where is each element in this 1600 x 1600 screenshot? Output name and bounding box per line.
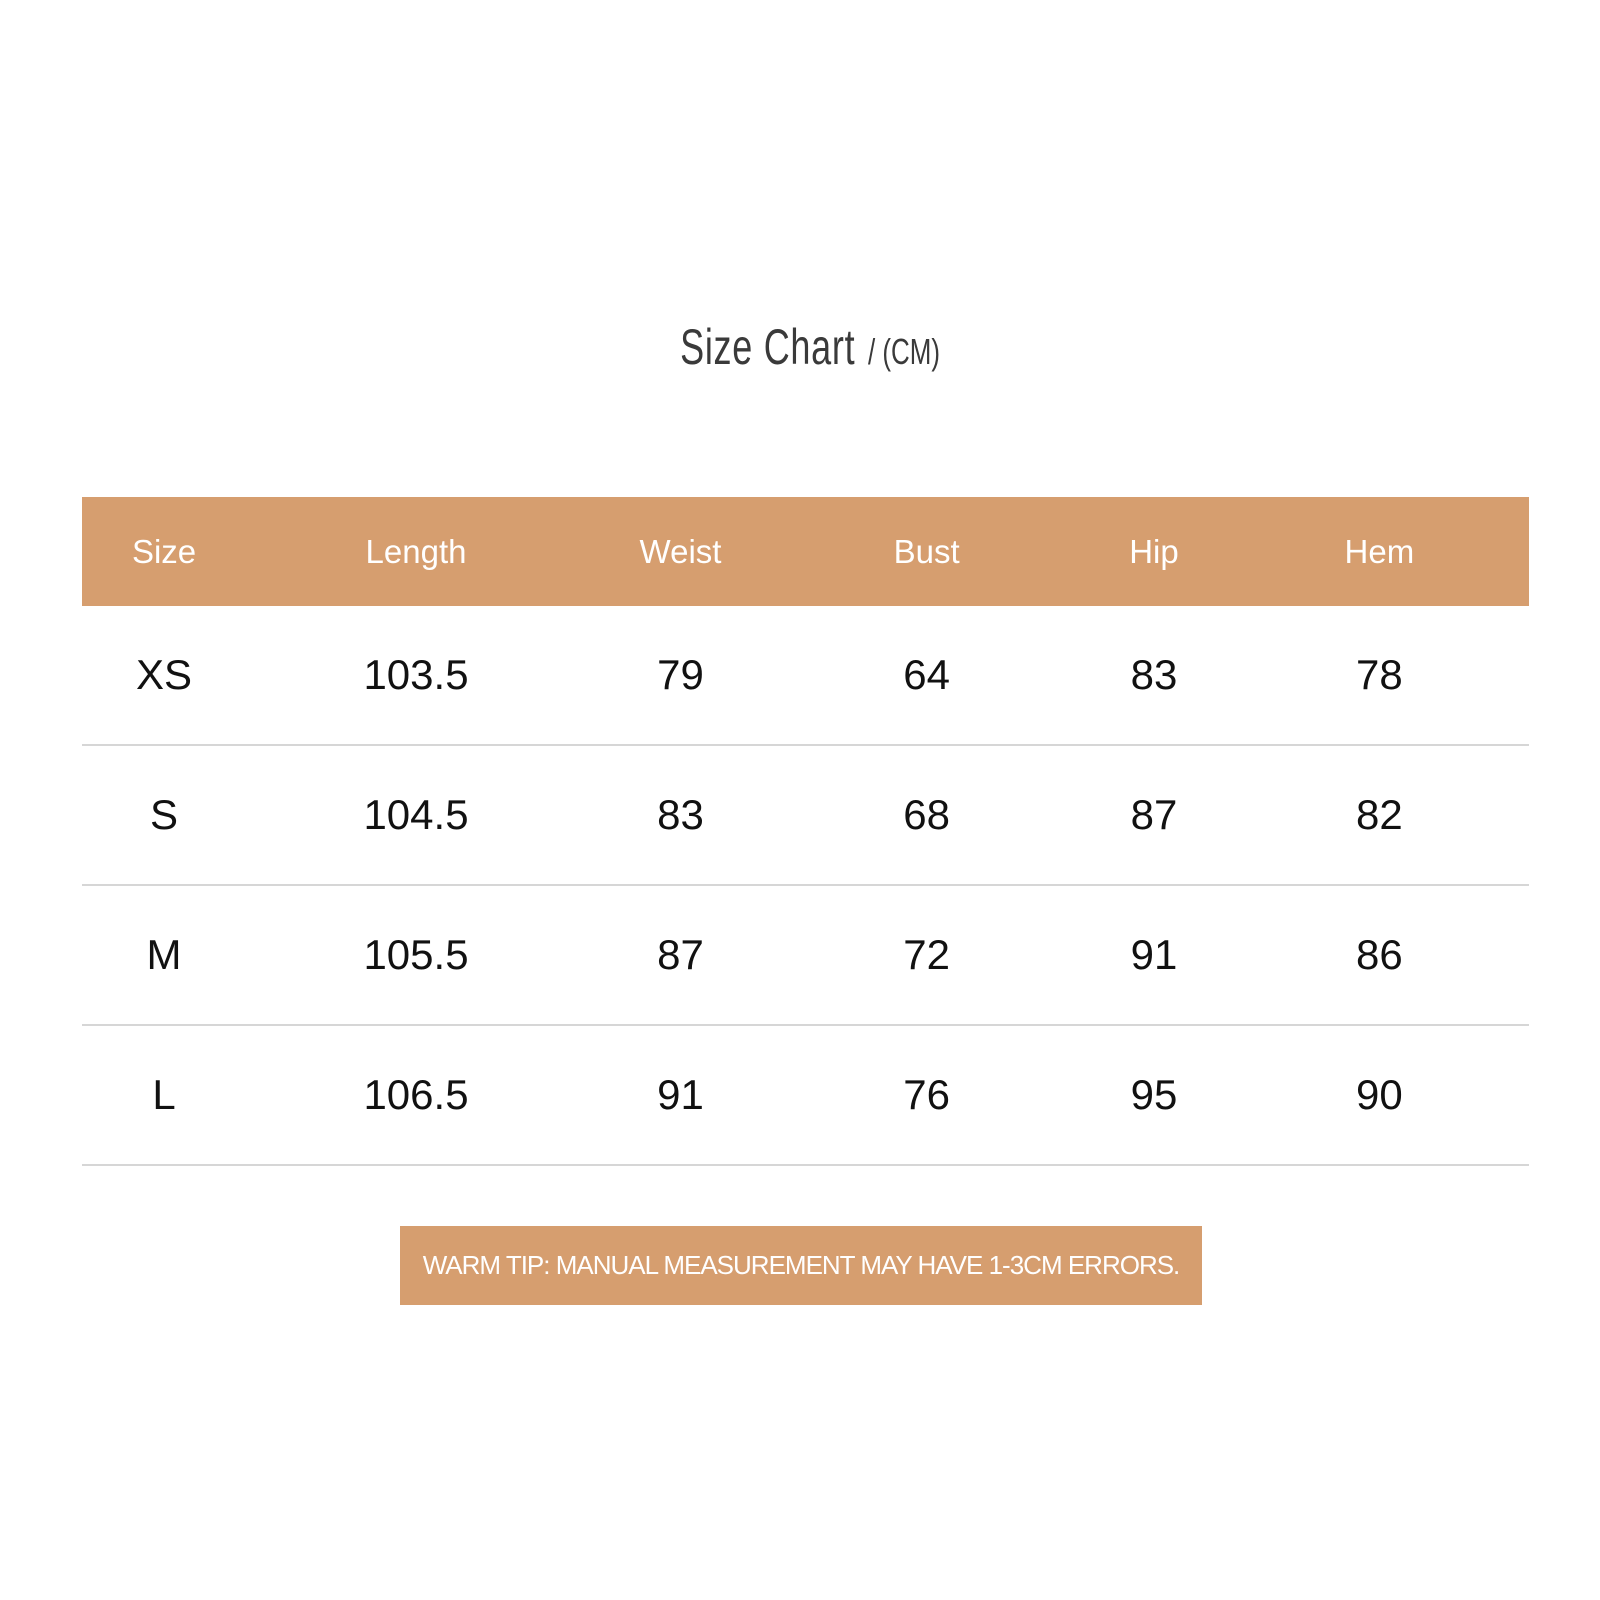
cell-hip: 95	[1130, 1071, 1178, 1118]
table-header: Size Length Weist Bust Hip Hem	[82, 497, 1529, 606]
cell-hem: 78	[1356, 651, 1403, 698]
cell-hip: 87	[1130, 791, 1178, 838]
cell-hip: 83	[1130, 651, 1178, 698]
title-unit: / (CM)	[867, 331, 940, 372]
cell-bust: 76	[903, 1071, 951, 1118]
cell-length: 105.5	[363, 931, 469, 978]
table-row: M 105.5 87 72 91 86	[82, 886, 1529, 1026]
cell-size: M	[146, 931, 182, 978]
cell-length: 106.5	[363, 1071, 469, 1118]
cell-waist: 87	[657, 931, 704, 978]
header-length: Length	[365, 532, 467, 570]
size-table: Size Length Weist Bust Hip Hem XS 103.5 79…	[82, 497, 1529, 1166]
header-size: Size	[131, 532, 197, 570]
page-title: Size Chart / (CM)	[0, 318, 1600, 376]
header-bust: Bust	[893, 532, 960, 570]
header-hip: Hip	[1129, 532, 1179, 570]
cell-hip: 91	[1130, 931, 1178, 978]
cell-bust: 68	[903, 791, 951, 838]
cell-size: S	[150, 791, 179, 838]
cell-size: XS	[136, 651, 193, 698]
cell-waist: 83	[657, 791, 704, 838]
cell-waist: 91	[657, 1071, 704, 1118]
cell-length: 103.5	[363, 651, 469, 698]
table-row: S 104.5 83 68 87 82	[82, 746, 1529, 886]
table-row: XS 103.5 79 64 83 78	[82, 606, 1529, 746]
title-main: Size Chart	[680, 319, 856, 375]
cell-waist: 79	[657, 651, 704, 698]
table-row: L 106.5 91 76 95 90	[82, 1026, 1529, 1166]
header-waist: Weist	[639, 532, 722, 570]
cell-hem: 82	[1356, 791, 1403, 838]
cell-length: 104.5	[363, 791, 469, 838]
cell-hem: 86	[1356, 931, 1403, 978]
header-hem: Hem	[1344, 532, 1415, 570]
warm-tip-banner: WARM TIP: MANUAL MEASUREMENT MAY HAVE 1-…	[400, 1226, 1202, 1305]
cell-size: L	[152, 1071, 176, 1118]
cell-bust: 64	[903, 651, 951, 698]
cell-bust: 72	[903, 931, 951, 978]
cell-hem: 90	[1356, 1071, 1403, 1118]
